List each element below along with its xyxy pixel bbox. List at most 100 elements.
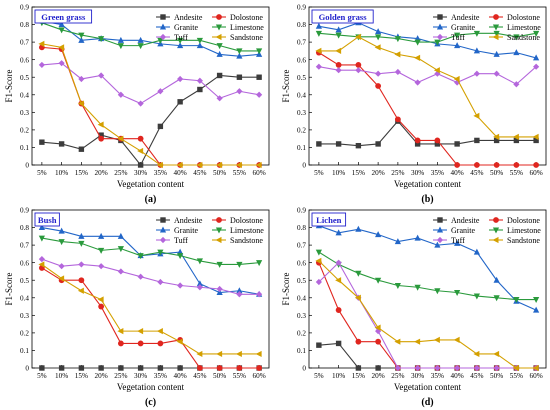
data-point-limestone xyxy=(58,239,65,246)
x-tick-label: 35% xyxy=(154,169,167,177)
legend-label-limestone: Limestone xyxy=(230,23,264,32)
x-tick-label: 10% xyxy=(55,372,68,380)
y-tick-label: 0 xyxy=(25,162,29,170)
data-point-tuff xyxy=(493,364,500,372)
chart-panel-1: 0 0.1 0.2 0.3 0.4 0.5 0.6 0.7 0.8 0.9 5% 10% 15% 20% 2… xyxy=(4,4,270,205)
x-tick-label: 25% xyxy=(114,372,127,380)
x-tick-label: 55% xyxy=(233,372,246,380)
legend-marker-andesite xyxy=(437,217,443,223)
data-point-tuff xyxy=(157,88,164,95)
x-tick-label: 30% xyxy=(411,169,424,177)
data-point-tuff xyxy=(473,364,480,372)
data-point-tuff xyxy=(236,88,243,95)
x-tick-label: 15% xyxy=(75,169,88,177)
data-point-andesite xyxy=(474,137,480,144)
data-point-granite xyxy=(414,35,421,42)
data-point-limestone xyxy=(256,48,263,55)
data-point-limestone xyxy=(216,43,223,50)
data-point-sandstone xyxy=(453,75,460,83)
legend-label-andesite: Andesite xyxy=(451,13,480,22)
series-line-granite xyxy=(41,227,260,295)
legend-label-tuff: Tuff xyxy=(174,33,188,42)
chart-panel-3: 0 0.1 0.2 0.3 0.4 0.5 0.6 0.7 0.8 0.9 5% 10% 15% 20% 2… xyxy=(4,207,270,408)
data-point-sandstone xyxy=(97,296,104,303)
series-dolostone xyxy=(315,49,540,168)
data-point-sandstone xyxy=(315,257,322,265)
data-point-andesite xyxy=(533,137,539,144)
legend-label-granite: Granite xyxy=(451,226,475,235)
data-point-tuff xyxy=(58,60,65,67)
data-point-limestone xyxy=(355,270,362,277)
data-point-sandstone xyxy=(414,54,421,62)
data-point-tuff xyxy=(335,67,342,74)
series-line-sandstone xyxy=(41,263,260,355)
legend-label-sandstone: Sandstone xyxy=(507,236,540,245)
x-tick-label: 10% xyxy=(332,372,345,380)
data-point-granite xyxy=(454,239,461,246)
x-tick-label: 10% xyxy=(55,169,68,177)
data-point-sandstone xyxy=(255,161,262,169)
series-limestone xyxy=(315,249,540,304)
data-point-sandstone xyxy=(216,350,223,358)
data-point-sandstone xyxy=(414,338,421,345)
data-point-sandstone xyxy=(176,338,183,345)
series-granite xyxy=(38,17,263,59)
data-point-tuff xyxy=(355,67,362,74)
plot-frame xyxy=(308,6,547,166)
x-tick-label: 60% xyxy=(530,169,543,177)
data-point-sandstone xyxy=(97,121,104,128)
y-tick-label: 0.1 xyxy=(20,144,29,152)
series-line-limestone xyxy=(41,237,260,265)
data-point-andesite xyxy=(78,146,85,152)
legend-label-limestone: Limestone xyxy=(507,23,541,32)
x-tick-label: 20% xyxy=(372,169,385,177)
series-line-tuff xyxy=(41,62,260,105)
data-point-andesite xyxy=(98,132,104,138)
data-point-tuff xyxy=(137,273,144,280)
data-point-tuff xyxy=(414,79,421,86)
x-tick-label: 50% xyxy=(213,169,226,177)
data-point-granite xyxy=(196,42,203,49)
data-point-dolostone xyxy=(414,137,421,144)
legend-marker-andesite xyxy=(160,14,166,20)
data-point-granite xyxy=(355,225,362,232)
series-andesite xyxy=(316,340,539,371)
data-point-tuff xyxy=(38,256,45,263)
legend-label-andesite: Andesite xyxy=(174,216,203,225)
y-tick-label: 0.7 xyxy=(20,39,29,47)
data-point-andesite xyxy=(434,141,441,147)
data-point-tuff xyxy=(177,75,184,83)
data-point-dolostone xyxy=(256,365,263,371)
data-point-limestone xyxy=(434,39,441,46)
x-tick-label: 25% xyxy=(391,372,404,380)
y-axis-label: F1-Score xyxy=(281,70,291,103)
x-tick-label: 30% xyxy=(134,372,147,380)
data-point-dolostone xyxy=(434,137,441,144)
legend-marker-andesite xyxy=(160,217,166,223)
legend-label-limestone: Limestone xyxy=(507,226,541,235)
series-sandstone xyxy=(315,33,539,141)
data-point-andesite xyxy=(137,162,144,168)
x-tick-label: 40% xyxy=(174,169,187,177)
data-point-sandstone xyxy=(117,135,124,142)
y-tick-label: 0.2 xyxy=(297,329,306,337)
y-tick-label: 0.2 xyxy=(297,126,306,134)
data-point-sandstone xyxy=(137,328,144,335)
y-tick-label: 0.3 xyxy=(297,109,306,117)
data-point-sandstone xyxy=(235,350,242,358)
data-point-limestone xyxy=(533,297,540,304)
data-point-limestone xyxy=(454,32,461,39)
series-dolostone xyxy=(38,265,263,371)
chart-panel-4: 0 0.1 0.2 0.3 0.4 0.5 0.6 0.7 0.8 0.9 5% 10% 15% 20% 2… xyxy=(281,207,547,408)
data-point-sandstone xyxy=(315,47,322,54)
series-line-granite xyxy=(41,20,260,57)
data-point-tuff xyxy=(117,91,124,98)
data-point-tuff xyxy=(375,70,382,77)
data-point-dolostone xyxy=(335,62,342,68)
data-point-sandstone xyxy=(374,44,381,51)
series-line-granite xyxy=(318,225,537,311)
y-tick-label: 0.4 xyxy=(20,294,29,302)
x-tick-label: 50% xyxy=(490,169,503,177)
panel-label: (a) xyxy=(145,194,157,205)
data-point-dolostone xyxy=(216,365,223,371)
